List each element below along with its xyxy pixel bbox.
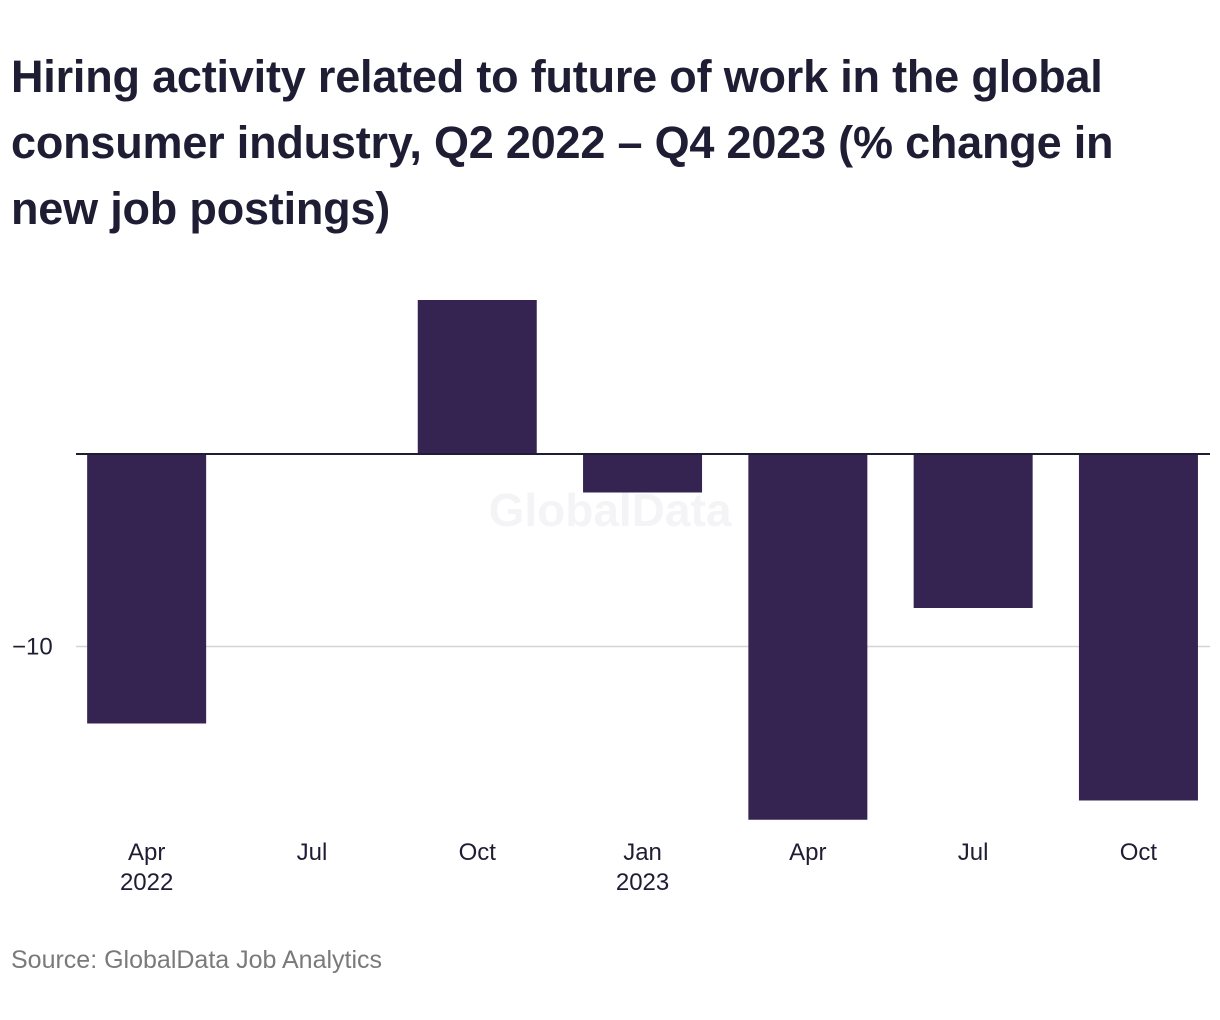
x-tick-year-label: 2023 — [616, 869, 669, 896]
x-tick-label: Jan — [623, 839, 662, 866]
x-tick-label: Apr — [128, 839, 165, 866]
x-tick-label: Oct — [459, 839, 497, 866]
bars — [87, 300, 1198, 820]
bar-apr-2022 — [87, 454, 207, 724]
tick-labels: −10 Apr 2022 Jul Oct Jan 2023 Apr Jul Oct — [12, 634, 1157, 897]
source-note: Source: GlobalData Job Analytics — [11, 946, 383, 974]
x-tick-label: Jul — [297, 839, 328, 866]
bar-oct-2023 — [1078, 454, 1198, 801]
x-tick-label: Oct — [1120, 839, 1158, 866]
bar-jul-2023 — [913, 454, 1033, 608]
chart-title: Hiring activity related to future of wor… — [11, 51, 1114, 234]
y-tick-label: −10 — [12, 634, 53, 661]
x-tick-label: Jul — [958, 839, 989, 866]
x-tick-label: Apr — [789, 839, 826, 866]
bar-jan-2023 — [583, 454, 703, 493]
bar-apr-2023 — [748, 454, 868, 820]
bar-oct-2022 — [417, 300, 537, 454]
x-tick-year-label: 2022 — [120, 869, 173, 896]
watermark: GlobalData — [489, 484, 732, 536]
